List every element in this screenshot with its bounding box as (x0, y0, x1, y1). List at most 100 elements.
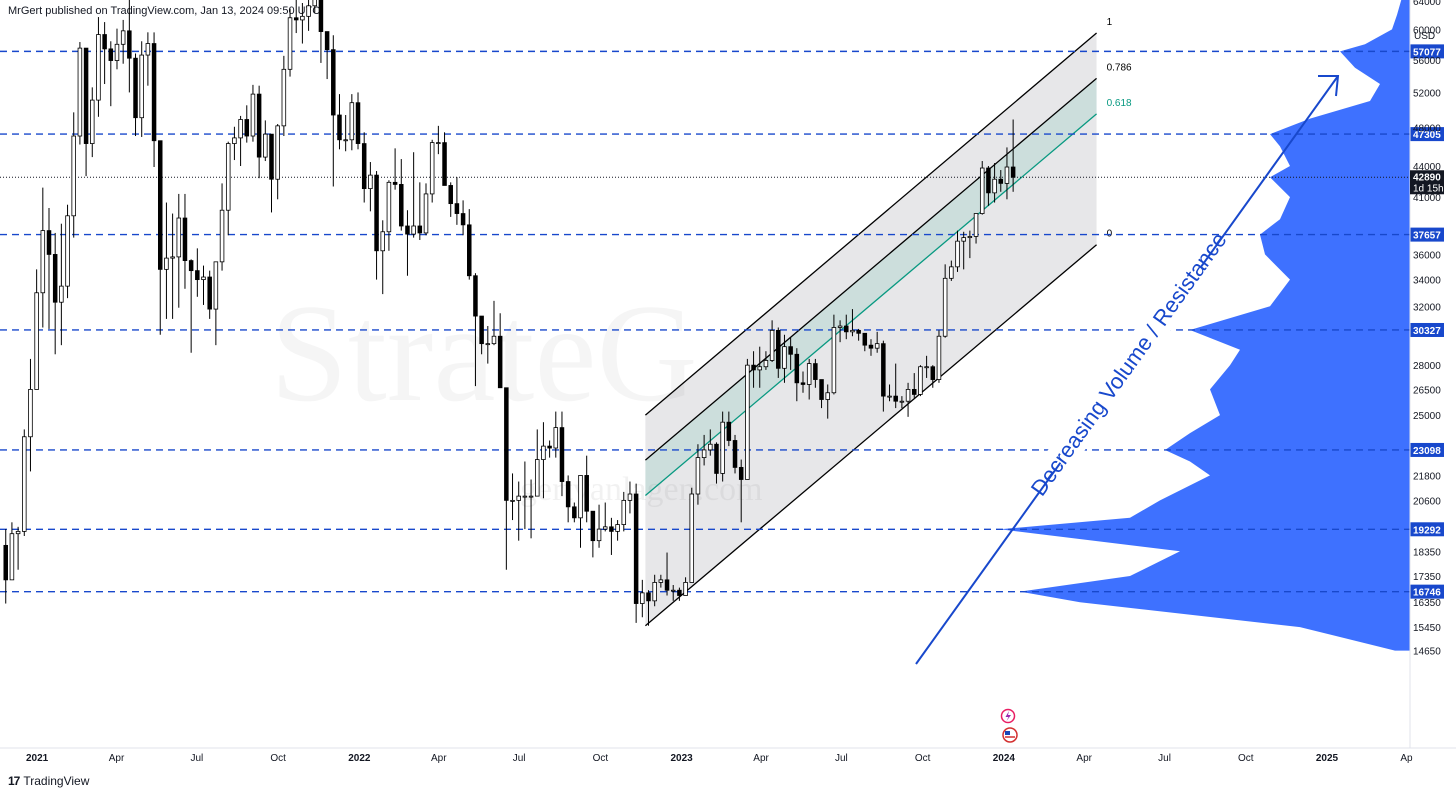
watermark-main: StrateG (270, 276, 698, 431)
currency-label: USD (1414, 31, 1435, 42)
time-tick: 2022 (348, 753, 371, 764)
candle-body (726, 421, 732, 441)
candle-body (837, 325, 843, 328)
candle-body (59, 285, 64, 303)
candle-body (145, 43, 151, 56)
current-price-label: 42890 (1413, 172, 1441, 183)
time-tick: Apr (109, 753, 125, 764)
candle-body (331, 49, 336, 116)
candle-body (806, 363, 812, 385)
candle-body (708, 443, 713, 451)
horizontal-levels[interactable]: 57077 47305 37657 30327 23098 19292 16746 (0, 44, 1444, 599)
candle-body (751, 364, 756, 371)
candle-body (658, 579, 664, 583)
candle-body (572, 506, 577, 519)
candle-body (961, 237, 966, 242)
price-tick: 25000 (1413, 411, 1441, 422)
candle-body (664, 579, 670, 591)
time-tick: Apr (753, 753, 769, 764)
candle-body (96, 34, 101, 101)
candle-body (28, 389, 33, 438)
candle-body (1004, 166, 1010, 184)
candle-body (522, 495, 528, 498)
time-tick: Jul (513, 753, 526, 764)
candle-body (275, 125, 280, 180)
candle-body (881, 343, 886, 397)
candle-body (800, 382, 806, 385)
candle-body (887, 395, 892, 398)
candle-body (337, 114, 342, 141)
candle-body (244, 119, 250, 137)
candle-body (102, 34, 107, 50)
candle-body (998, 178, 1004, 184)
price-tick: 26500 (1413, 385, 1441, 396)
candle-body (534, 459, 540, 497)
time-tick: Jul (190, 753, 203, 764)
candles (3, 0, 1016, 626)
price-tick: 32000 (1413, 302, 1441, 313)
price-tick: 20600 (1413, 496, 1441, 507)
tradingview-logo-icon[interactable]: 17 (8, 774, 20, 788)
level-price-label: 16746 (1413, 588, 1441, 599)
candle-body (578, 475, 583, 519)
candle-body (386, 181, 392, 233)
candle-body (213, 261, 219, 310)
candle-body (850, 329, 855, 333)
candle-body (182, 217, 188, 261)
candle-body (355, 102, 361, 144)
candle-body (844, 325, 849, 333)
candle-body (318, 0, 324, 32)
candle-body (77, 47, 83, 137)
time-tick: Oct (1238, 753, 1254, 764)
fib-level-line[interactable] (644, 32, 1097, 416)
candle-body (992, 178, 997, 194)
price-tick: 56000 (1413, 56, 1441, 67)
fib-level-line[interactable] (644, 77, 1097, 461)
candle-body (195, 270, 200, 281)
level-price-bg (1410, 322, 1444, 337)
candle-body (911, 389, 917, 395)
fib-level-label: 0.786 (1107, 62, 1132, 73)
level-price-label: 30327 (1413, 326, 1441, 337)
candle-body (918, 366, 923, 395)
candle-body (485, 343, 491, 346)
candle-body (263, 133, 268, 158)
footer-brand[interactable]: TradingView (23, 774, 90, 788)
candle-body (40, 230, 46, 294)
candle-body (720, 421, 725, 474)
level-price-bg (1410, 442, 1444, 457)
fib-level-line[interactable] (644, 113, 1097, 497)
candle-body (442, 142, 447, 186)
time-tick: 2023 (670, 753, 693, 764)
candle-body (930, 366, 936, 380)
fib-level-line[interactable] (644, 244, 1097, 627)
candle-body (528, 495, 534, 498)
candle-body (757, 366, 762, 371)
candle-body (9, 533, 15, 581)
candle-body (627, 493, 633, 501)
footer[interactable]: 17 TradingView (8, 774, 89, 788)
volume-profile (1000, 0, 1410, 651)
price-axis[interactable]: USD 64000 60000 56000 52000 48000 44000 41000 3… (1409, 0, 1441, 748)
candle-body (497, 335, 503, 389)
chart-icons[interactable] (1000, 708, 1018, 743)
time-axis[interactable]: 2021 Apr Jul Oct 2022 Apr Jul Oct 2023 Apr Jul Oct 2… (0, 747, 1456, 764)
candle-body (596, 528, 602, 542)
annotation-text-bg (1046, 257, 1211, 471)
candle-body (788, 346, 793, 355)
candle-body (862, 332, 868, 346)
candle-body (701, 449, 707, 459)
candle-body (677, 589, 682, 596)
candle-body (157, 140, 163, 270)
candle-body (374, 174, 379, 252)
time-tick: Apr (1076, 753, 1092, 764)
candle-body (813, 363, 818, 380)
candle-body (986, 167, 991, 194)
candle-body (399, 184, 404, 227)
candle-body (584, 475, 589, 512)
candle-body (225, 143, 231, 211)
candle-body (819, 379, 824, 400)
price-tick: 18350 (1413, 547, 1441, 558)
price-tick: 15450 (1413, 623, 1441, 634)
